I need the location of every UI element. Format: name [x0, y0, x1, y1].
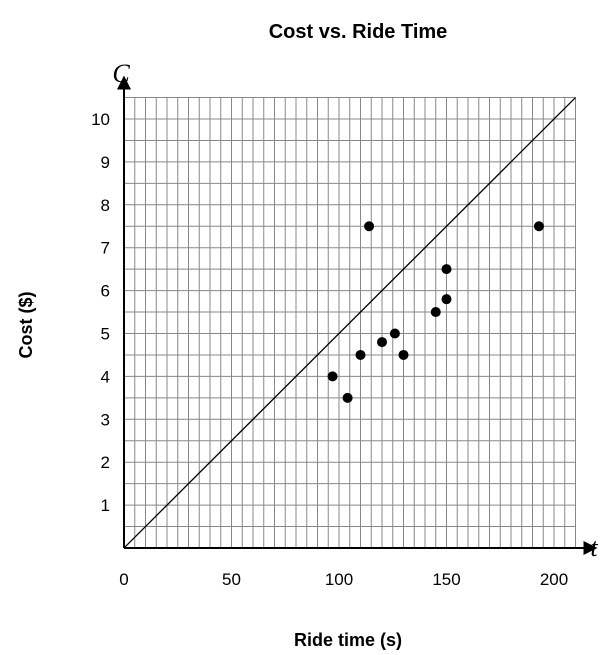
data-point [364, 221, 375, 232]
data-point [355, 349, 366, 360]
y-axis-label: Cost ($) [16, 291, 36, 358]
y-tick-label: 4 [101, 367, 110, 386]
data-point [441, 264, 452, 275]
data-point [430, 307, 441, 318]
tick-labels: 0 50 100 150 200 1 2 3 4 5 6 7 8 9 10 [91, 110, 568, 589]
y-tick-label: 1 [101, 496, 110, 515]
axes [117, 75, 598, 555]
x-tick-label: 150 [432, 570, 460, 589]
data-point [327, 371, 338, 382]
x-tick-label: 50 [222, 570, 241, 589]
y-tick-label: 8 [101, 196, 110, 215]
chart-title: Cost vs. Ride Time [269, 21, 448, 43]
data-points [327, 221, 544, 403]
x-tick-label: 200 [540, 570, 568, 589]
y-axis-arrow [117, 75, 131, 90]
y-tick-label: 6 [101, 282, 110, 301]
y-tick-label: 2 [101, 453, 110, 472]
trend-line [123, 97, 576, 549]
x-axis-label: Ride time (s) [294, 630, 402, 650]
y-tick-label: 10 [91, 110, 110, 129]
trend-line-group [123, 97, 576, 549]
data-point [342, 392, 353, 403]
data-point [389, 328, 400, 339]
x-tick-label: 0 [119, 570, 128, 589]
data-point [533, 221, 544, 232]
data-point [377, 337, 387, 348]
data-point [441, 294, 452, 305]
grid [124, 97, 576, 548]
y-tick-label: 7 [101, 239, 110, 258]
data-point [398, 349, 409, 360]
y-tick-label: 9 [101, 153, 110, 172]
y-tick-label: 5 [101, 325, 110, 344]
x-tick-label: 100 [325, 570, 353, 589]
x-axis-arrow [583, 541, 598, 555]
y-tick-label: 3 [101, 410, 110, 429]
